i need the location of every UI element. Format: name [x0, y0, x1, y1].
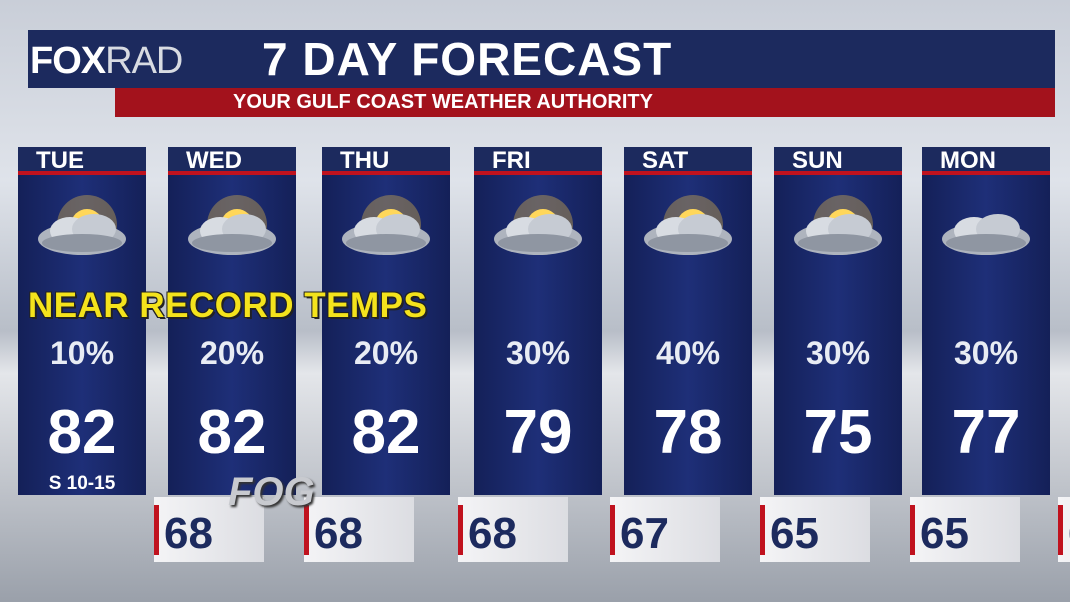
weather-icon — [38, 195, 126, 255]
day-panel: SUN 30% 75 — [774, 147, 902, 495]
precip-chance: 40% — [655, 335, 721, 371]
low-temp: 65 — [770, 509, 819, 558]
low-temp: 67 — [620, 509, 669, 558]
fog-overlay: FOG — [228, 470, 315, 514]
day-panel: TUE 10% 82 S 10-15 — [18, 147, 146, 495]
high-temp: 79 — [503, 398, 573, 467]
day-panel: FRI 30% 79 — [474, 147, 602, 495]
weather-icon — [644, 195, 732, 255]
low-accent — [910, 505, 915, 555]
low-accent — [610, 505, 615, 555]
high-temp: 78 — [653, 398, 723, 467]
precip-chance: 30% — [505, 335, 571, 371]
low-box: 65 — [760, 497, 870, 562]
logo-fox: FOX — [30, 40, 106, 82]
day-name: THU — [322, 147, 450, 175]
low-box: 68 — [304, 497, 414, 562]
precip-chance: 20% — [353, 335, 419, 371]
low-box: 64 — [1058, 497, 1070, 562]
low-temp: 65 — [920, 509, 969, 558]
day-panel: WED 20% 82 — [168, 147, 296, 495]
day-name: SAT — [624, 147, 752, 175]
subtitle: YOUR GULF COAST WEATHER AUTHORITY — [233, 91, 653, 113]
low-accent — [1058, 505, 1063, 555]
logo: FOXRAD — [30, 40, 183, 83]
low-temp: 68 — [164, 509, 213, 558]
precip-chance: 30% — [805, 335, 871, 371]
weather-icon — [794, 195, 882, 255]
low-accent — [458, 505, 463, 555]
weather-icon — [494, 195, 582, 255]
low-temp: 68 — [314, 509, 363, 558]
subtitle-bar — [115, 88, 1055, 117]
low-box: 68 — [154, 497, 264, 562]
logo-rad: RAD — [105, 40, 183, 82]
low-box: 68 — [458, 497, 568, 562]
precip-chance: 30% — [953, 335, 1019, 371]
low-box: 67 — [610, 497, 720, 562]
high-temp: 82 — [351, 398, 421, 467]
precip-chance: 10% — [49, 335, 115, 371]
day-name: WED — [168, 147, 296, 175]
day-panel: THU 20% 82 — [322, 147, 450, 495]
day-panel: SAT 40% 78 — [624, 147, 752, 495]
weather-icon — [942, 214, 1030, 255]
day-name: TUE — [18, 147, 146, 175]
header-bar — [28, 30, 1055, 88]
day-name: MON — [922, 147, 1050, 175]
day-panel: MON 30% 77 — [922, 147, 1050, 495]
weather-icon — [188, 195, 276, 255]
high-temp: 77 — [951, 398, 1021, 467]
wind: S 10-15 — [48, 473, 116, 494]
title: 7 DAY FORECAST — [262, 33, 673, 85]
low-accent — [304, 505, 309, 555]
high-temp: 82 — [197, 398, 267, 467]
high-temp: 75 — [803, 398, 873, 467]
low-temp: 64 — [1068, 509, 1070, 559]
weather-icon — [342, 195, 430, 255]
low-box: 65 — [910, 497, 1020, 562]
low-temp: 68 — [468, 509, 517, 558]
high-temp: 82 — [47, 398, 117, 467]
low-accent — [760, 505, 765, 555]
low-accent — [154, 505, 159, 555]
day-name: FRI — [474, 147, 602, 175]
day-name: SUN — [774, 147, 902, 175]
banner: NEAR RECORD TEMPS — [28, 286, 428, 325]
precip-chance: 20% — [199, 335, 265, 371]
